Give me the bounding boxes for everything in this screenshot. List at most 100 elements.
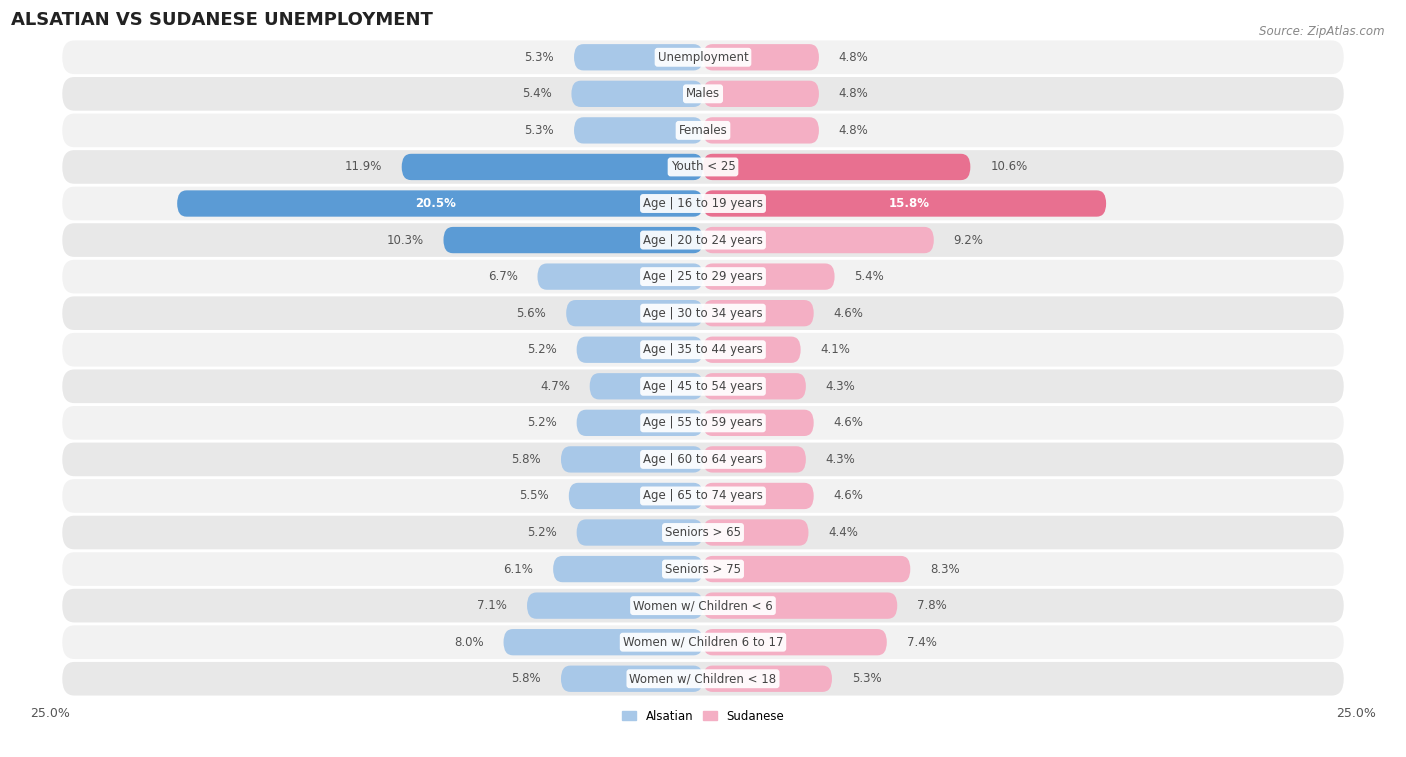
Text: 10.6%: 10.6% bbox=[990, 160, 1028, 173]
Text: 5.3%: 5.3% bbox=[852, 672, 882, 685]
FancyBboxPatch shape bbox=[62, 443, 1344, 476]
Text: 6.7%: 6.7% bbox=[488, 270, 517, 283]
Text: Age | 35 to 44 years: Age | 35 to 44 years bbox=[643, 343, 763, 357]
FancyBboxPatch shape bbox=[62, 516, 1344, 550]
Text: 4.7%: 4.7% bbox=[540, 380, 569, 393]
FancyBboxPatch shape bbox=[703, 629, 887, 656]
Text: 4.8%: 4.8% bbox=[839, 124, 869, 137]
FancyBboxPatch shape bbox=[703, 410, 814, 436]
FancyBboxPatch shape bbox=[62, 589, 1344, 622]
FancyBboxPatch shape bbox=[62, 333, 1344, 366]
Text: Youth < 25: Youth < 25 bbox=[671, 160, 735, 173]
FancyBboxPatch shape bbox=[62, 296, 1344, 330]
Text: Age | 55 to 59 years: Age | 55 to 59 years bbox=[643, 416, 763, 429]
FancyBboxPatch shape bbox=[703, 519, 808, 546]
Text: 15.8%: 15.8% bbox=[889, 197, 929, 210]
FancyBboxPatch shape bbox=[561, 446, 703, 472]
FancyBboxPatch shape bbox=[703, 446, 806, 472]
FancyBboxPatch shape bbox=[62, 662, 1344, 696]
FancyBboxPatch shape bbox=[703, 665, 832, 692]
Text: Age | 20 to 24 years: Age | 20 to 24 years bbox=[643, 234, 763, 247]
FancyBboxPatch shape bbox=[527, 593, 703, 618]
FancyBboxPatch shape bbox=[177, 190, 703, 217]
Text: 5.5%: 5.5% bbox=[519, 490, 548, 503]
Text: 4.6%: 4.6% bbox=[834, 490, 863, 503]
FancyBboxPatch shape bbox=[703, 483, 814, 509]
Text: 5.2%: 5.2% bbox=[527, 416, 557, 429]
FancyBboxPatch shape bbox=[62, 369, 1344, 403]
Text: Unemployment: Unemployment bbox=[658, 51, 748, 64]
Text: Age | 30 to 34 years: Age | 30 to 34 years bbox=[643, 307, 763, 319]
Text: Women w/ Children 6 to 17: Women w/ Children 6 to 17 bbox=[623, 636, 783, 649]
Text: 6.1%: 6.1% bbox=[503, 562, 533, 575]
FancyBboxPatch shape bbox=[553, 556, 703, 582]
FancyBboxPatch shape bbox=[703, 593, 897, 618]
FancyBboxPatch shape bbox=[571, 81, 703, 107]
FancyBboxPatch shape bbox=[574, 117, 703, 144]
FancyBboxPatch shape bbox=[443, 227, 703, 254]
Text: 9.2%: 9.2% bbox=[953, 234, 984, 247]
FancyBboxPatch shape bbox=[503, 629, 703, 656]
FancyBboxPatch shape bbox=[561, 665, 703, 692]
FancyBboxPatch shape bbox=[576, 337, 703, 363]
FancyBboxPatch shape bbox=[703, 227, 934, 254]
FancyBboxPatch shape bbox=[703, 154, 970, 180]
FancyBboxPatch shape bbox=[576, 519, 703, 546]
FancyBboxPatch shape bbox=[703, 373, 806, 400]
FancyBboxPatch shape bbox=[62, 223, 1344, 257]
Text: 4.6%: 4.6% bbox=[834, 416, 863, 429]
Text: 7.8%: 7.8% bbox=[917, 599, 946, 612]
FancyBboxPatch shape bbox=[574, 44, 703, 70]
Text: 4.4%: 4.4% bbox=[828, 526, 858, 539]
Text: Age | 65 to 74 years: Age | 65 to 74 years bbox=[643, 490, 763, 503]
Text: Age | 60 to 64 years: Age | 60 to 64 years bbox=[643, 453, 763, 466]
Text: Seniors > 75: Seniors > 75 bbox=[665, 562, 741, 575]
FancyBboxPatch shape bbox=[567, 300, 703, 326]
Text: Age | 25 to 29 years: Age | 25 to 29 years bbox=[643, 270, 763, 283]
FancyBboxPatch shape bbox=[703, 556, 910, 582]
Text: 11.9%: 11.9% bbox=[344, 160, 382, 173]
FancyBboxPatch shape bbox=[62, 479, 1344, 512]
FancyBboxPatch shape bbox=[62, 553, 1344, 586]
Text: 20.5%: 20.5% bbox=[415, 197, 456, 210]
FancyBboxPatch shape bbox=[703, 300, 814, 326]
Text: Women w/ Children < 6: Women w/ Children < 6 bbox=[633, 599, 773, 612]
Text: 5.8%: 5.8% bbox=[512, 453, 541, 466]
FancyBboxPatch shape bbox=[62, 77, 1344, 111]
FancyBboxPatch shape bbox=[62, 625, 1344, 659]
Text: Males: Males bbox=[686, 87, 720, 101]
FancyBboxPatch shape bbox=[703, 44, 818, 70]
Text: Seniors > 65: Seniors > 65 bbox=[665, 526, 741, 539]
Text: 4.8%: 4.8% bbox=[839, 51, 869, 64]
FancyBboxPatch shape bbox=[62, 260, 1344, 294]
Text: Females: Females bbox=[679, 124, 727, 137]
FancyBboxPatch shape bbox=[62, 187, 1344, 220]
FancyBboxPatch shape bbox=[703, 337, 800, 363]
Text: 5.3%: 5.3% bbox=[524, 51, 554, 64]
Text: 5.4%: 5.4% bbox=[855, 270, 884, 283]
Text: 5.4%: 5.4% bbox=[522, 87, 551, 101]
FancyBboxPatch shape bbox=[537, 263, 703, 290]
FancyBboxPatch shape bbox=[703, 81, 818, 107]
FancyBboxPatch shape bbox=[703, 190, 1107, 217]
FancyBboxPatch shape bbox=[589, 373, 703, 400]
Text: 4.3%: 4.3% bbox=[825, 380, 855, 393]
FancyBboxPatch shape bbox=[703, 117, 818, 144]
Text: 5.8%: 5.8% bbox=[512, 672, 541, 685]
Text: 5.2%: 5.2% bbox=[527, 526, 557, 539]
Text: ALSATIAN VS SUDANESE UNEMPLOYMENT: ALSATIAN VS SUDANESE UNEMPLOYMENT bbox=[11, 11, 433, 29]
FancyBboxPatch shape bbox=[576, 410, 703, 436]
Legend: Alsatian, Sudanese: Alsatian, Sudanese bbox=[617, 705, 789, 727]
Text: 4.6%: 4.6% bbox=[834, 307, 863, 319]
Text: 8.0%: 8.0% bbox=[454, 636, 484, 649]
FancyBboxPatch shape bbox=[62, 114, 1344, 147]
FancyBboxPatch shape bbox=[703, 263, 835, 290]
FancyBboxPatch shape bbox=[62, 40, 1344, 74]
FancyBboxPatch shape bbox=[62, 150, 1344, 184]
FancyBboxPatch shape bbox=[62, 406, 1344, 440]
Text: 5.3%: 5.3% bbox=[524, 124, 554, 137]
Text: Age | 45 to 54 years: Age | 45 to 54 years bbox=[643, 380, 763, 393]
Text: 8.3%: 8.3% bbox=[931, 562, 960, 575]
Text: 4.8%: 4.8% bbox=[839, 87, 869, 101]
Text: 5.6%: 5.6% bbox=[516, 307, 547, 319]
